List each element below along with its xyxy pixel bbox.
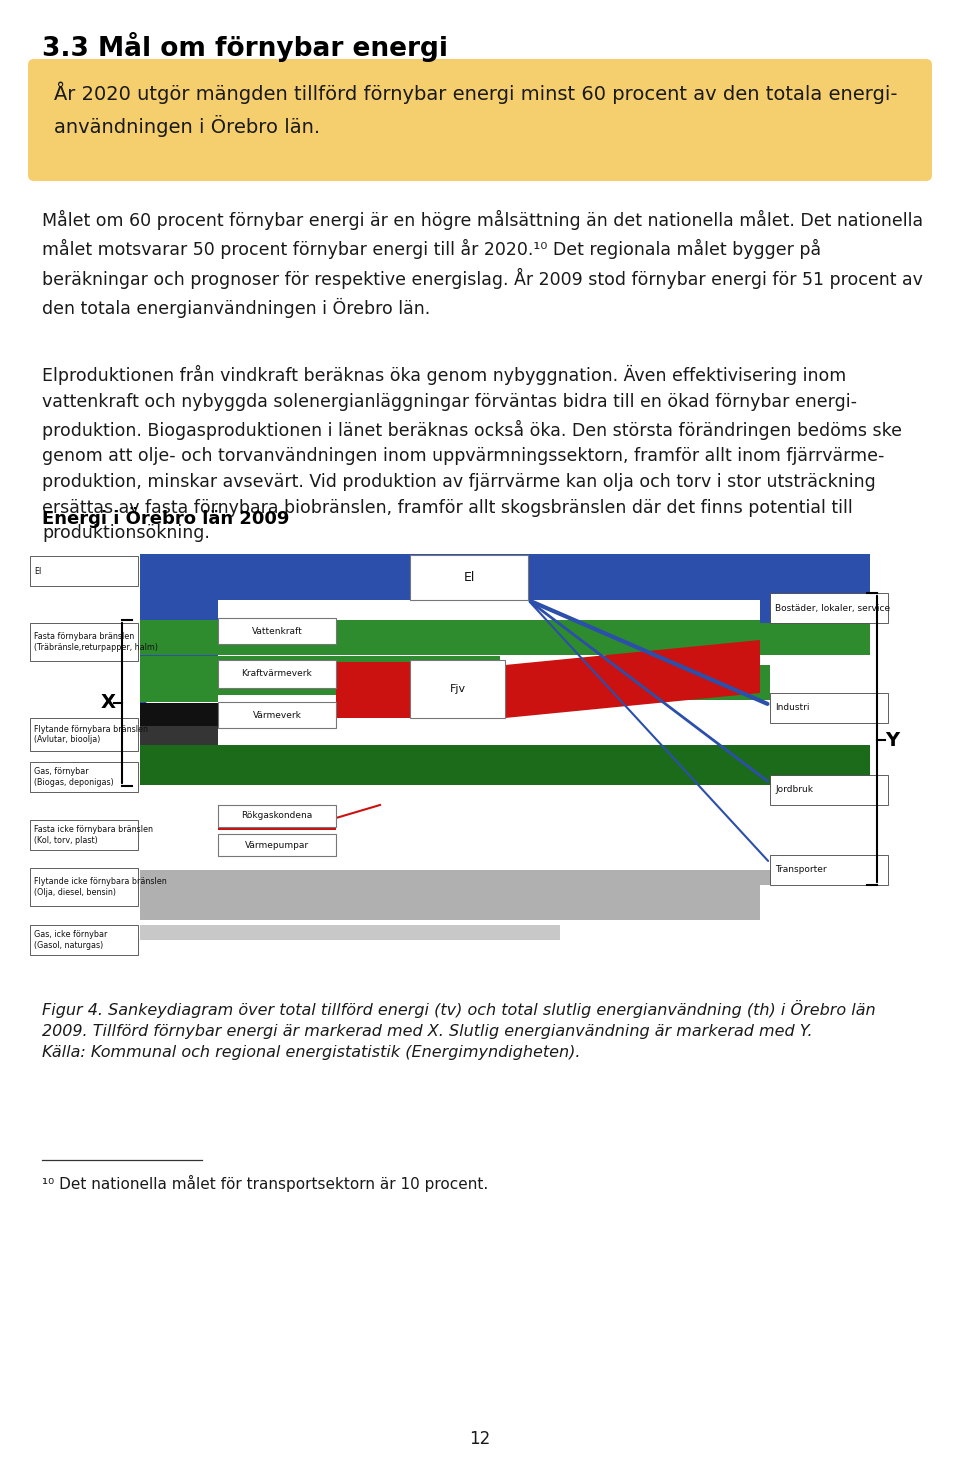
Text: El: El xyxy=(464,571,474,584)
Bar xyxy=(30,624,138,661)
Polygon shape xyxy=(340,554,410,600)
Polygon shape xyxy=(140,702,218,785)
Polygon shape xyxy=(505,664,770,699)
Polygon shape xyxy=(140,870,760,919)
Polygon shape xyxy=(760,870,870,884)
Text: Gas, förnybar
(Biogas, deponigas): Gas, förnybar (Biogas, deponigas) xyxy=(34,768,113,787)
Polygon shape xyxy=(160,600,218,660)
Bar xyxy=(218,806,336,828)
Bar xyxy=(770,593,888,624)
Polygon shape xyxy=(760,745,870,785)
Text: Elproduktionen från vindkraft beräknas öka genom nybyggnation. Även effektiviser: Elproduktionen från vindkraft beräknas ö… xyxy=(42,366,902,542)
Bar xyxy=(218,660,336,688)
Text: 3.3 Mål om förnybar energi: 3.3 Mål om förnybar energi xyxy=(42,32,448,63)
Polygon shape xyxy=(760,555,870,624)
Text: Flytande förnybara bränslen
(Avlutar, bioolja): Flytande förnybara bränslen (Avlutar, bi… xyxy=(34,724,148,745)
Text: Rökgaskondena: Rökgaskondena xyxy=(241,812,313,820)
Text: Bostäder, lokaler, service: Bostäder, lokaler, service xyxy=(775,603,890,612)
Bar xyxy=(218,702,336,728)
Polygon shape xyxy=(336,661,410,718)
Bar xyxy=(770,694,888,723)
Polygon shape xyxy=(140,554,340,600)
Bar xyxy=(218,618,336,644)
Bar xyxy=(218,833,336,857)
Polygon shape xyxy=(336,656,410,718)
Polygon shape xyxy=(505,640,760,718)
Text: Flytande icke förnybara bränslen
(Olja, diesel, bensin): Flytande icke förnybara bränslen (Olja, … xyxy=(34,877,167,896)
Polygon shape xyxy=(140,656,500,695)
Text: 12: 12 xyxy=(469,1429,491,1448)
Polygon shape xyxy=(760,621,870,656)
Polygon shape xyxy=(140,745,770,785)
Text: Transporter: Transporter xyxy=(775,865,827,874)
Polygon shape xyxy=(140,656,218,702)
Polygon shape xyxy=(336,699,410,718)
Bar xyxy=(770,855,888,884)
Bar xyxy=(30,820,138,849)
Bar xyxy=(30,718,138,750)
Bar xyxy=(410,660,505,718)
Polygon shape xyxy=(760,555,870,624)
Polygon shape xyxy=(760,554,870,624)
Text: X: X xyxy=(101,694,115,712)
Text: Energi i Örebro län 2009: Energi i Örebro län 2009 xyxy=(42,507,289,527)
FancyBboxPatch shape xyxy=(28,58,932,181)
Polygon shape xyxy=(140,702,218,726)
Polygon shape xyxy=(218,806,336,830)
Bar xyxy=(30,762,138,793)
Text: ¹⁰ Det nationella målet för transportsektorn är 10 procent.: ¹⁰ Det nationella målet för transportsek… xyxy=(42,1174,489,1192)
Text: Värmeverk: Värmeverk xyxy=(252,711,301,720)
Text: Industri: Industri xyxy=(775,704,809,712)
Text: Fasta förnybara bränslen
(Träbränsle,returpapper, halm): Fasta förnybara bränslen (Träbränsle,ret… xyxy=(34,632,158,651)
Text: Värmepumpar: Värmepumpar xyxy=(245,841,309,849)
Text: Figur 4. Sankeydiagram över total tillförd energi (tv) och total slutlig energia: Figur 4. Sankeydiagram över total tillfö… xyxy=(42,1000,876,1061)
Polygon shape xyxy=(528,555,760,600)
Text: Y: Y xyxy=(885,730,900,749)
Bar xyxy=(410,555,528,600)
Text: Vattenkraft: Vattenkraft xyxy=(252,627,302,635)
Text: El: El xyxy=(34,567,41,576)
Text: År 2020 utgör mängden tillförd förnybar energi minst 60 procent av den totala en: År 2020 utgör mängden tillförd förnybar … xyxy=(54,82,898,137)
Text: Målet om 60 procent förnybar energi är en högre målsättning än det nationella må: Målet om 60 procent förnybar energi är e… xyxy=(42,210,924,319)
Text: Kraftvärmeverk: Kraftvärmeverk xyxy=(242,670,312,679)
Polygon shape xyxy=(140,925,560,940)
Polygon shape xyxy=(140,600,160,720)
Bar xyxy=(30,925,138,954)
Bar xyxy=(30,557,138,586)
Text: Gas, icke förnybar
(Gasol, naturgas): Gas, icke förnybar (Gasol, naturgas) xyxy=(34,931,108,950)
Text: Fjv: Fjv xyxy=(449,683,466,694)
Bar xyxy=(30,868,138,906)
Bar xyxy=(770,775,888,806)
Polygon shape xyxy=(140,554,760,600)
Text: Fasta icke förnybara bränslen
(Kol, torv, plast): Fasta icke förnybara bränslen (Kol, torv… xyxy=(34,825,153,845)
Text: Jordbruk: Jordbruk xyxy=(775,785,813,794)
Polygon shape xyxy=(140,621,770,656)
